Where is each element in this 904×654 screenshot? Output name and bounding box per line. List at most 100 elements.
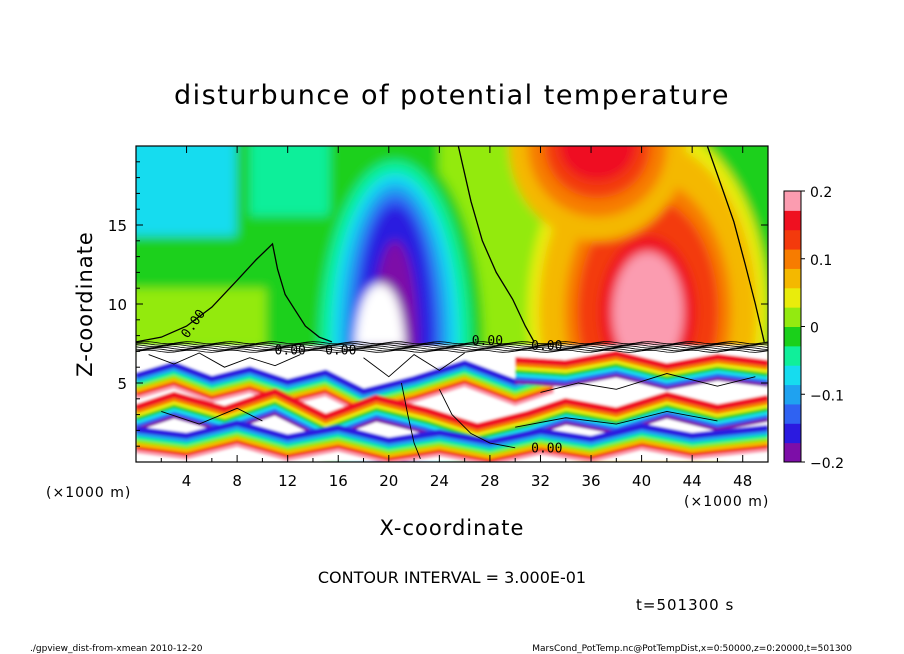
x-tick-label: 8 bbox=[232, 472, 242, 490]
upper-field bbox=[136, 146, 768, 462]
contour-label: 0.00 bbox=[325, 344, 356, 359]
turbulent-band bbox=[136, 367, 555, 402]
inversion-contour bbox=[136, 346, 768, 350]
turbulent-band bbox=[515, 367, 768, 387]
turbulent-band bbox=[136, 370, 555, 405]
x-tick-label: 40 bbox=[632, 472, 651, 490]
y-tick-label: 15 bbox=[108, 217, 127, 235]
turbulent-band bbox=[136, 388, 768, 430]
x-tick-label: 20 bbox=[379, 472, 398, 490]
turbulent-band bbox=[136, 363, 555, 399]
turbulent-band bbox=[136, 395, 768, 437]
footer-right: MarsCond_PotTemp.nc@PotTempDist,x=0:5000… bbox=[532, 644, 852, 654]
colorbar-tick-label: −0.2 bbox=[810, 456, 844, 472]
colorbar-swatch bbox=[784, 191, 801, 211]
colorbar-swatch bbox=[784, 307, 801, 327]
lower-contour bbox=[161, 407, 263, 425]
positive-top-contour bbox=[559, 146, 636, 181]
x-tick-label: 4 bbox=[182, 472, 192, 490]
colorbar-tick-label: 0.1 bbox=[810, 253, 832, 269]
colorbar-swatch bbox=[784, 229, 801, 250]
time-label: t=501300 s bbox=[636, 596, 734, 614]
contour-interval-text: CONTOUR INTERVAL = 3.000E-01 bbox=[318, 568, 586, 587]
turbulent-band bbox=[136, 437, 768, 462]
colorbar-tick-label: −0.1 bbox=[810, 388, 844, 404]
chart-title: disturbunce of potential temperature bbox=[174, 80, 730, 111]
inversion-contour bbox=[136, 348, 768, 352]
turbulent-band bbox=[515, 354, 768, 373]
turbulent-band bbox=[136, 360, 555, 395]
turbulent-band bbox=[136, 434, 768, 459]
field-topleft bbox=[136, 146, 236, 236]
field-top bbox=[249, 146, 330, 216]
y-axis-ticks: 5 10 15 bbox=[108, 161, 768, 447]
colorbar-swatch bbox=[784, 365, 801, 386]
x-axis-ticks: 4 8 12 16 20 24 28 32 36 40 44 48 bbox=[160, 146, 752, 490]
contour-label: 0.00 bbox=[531, 339, 562, 354]
turbulent-band bbox=[515, 364, 768, 384]
turbulent-band bbox=[515, 357, 768, 377]
x-axis-label: X-coordinate bbox=[380, 516, 525, 540]
plume-core bbox=[354, 283, 406, 347]
y-tick-label: 5 bbox=[117, 375, 127, 393]
x-tick-label: 12 bbox=[278, 472, 297, 490]
colorbar-swatch bbox=[784, 423, 801, 444]
x-tick-label: 36 bbox=[581, 472, 600, 490]
colorbar-tick-label: 0 bbox=[810, 321, 819, 337]
lower-contour bbox=[540, 373, 756, 393]
zero-contour-right bbox=[706, 146, 765, 343]
inversion-contour bbox=[136, 349, 768, 353]
y-axis-label: Z-coordinate bbox=[73, 231, 97, 377]
turbulent-band bbox=[136, 398, 768, 440]
x-tick-label: 48 bbox=[733, 472, 752, 490]
colorbar-tick-label: 0.2 bbox=[810, 185, 832, 201]
turbulent-band bbox=[136, 427, 768, 453]
lower-contour bbox=[363, 352, 465, 378]
positive-contour bbox=[612, 251, 684, 372]
lower-contour bbox=[148, 352, 301, 368]
y-tick-label: 10 bbox=[108, 296, 127, 314]
colorbar-swatch bbox=[784, 403, 801, 424]
turbulent-band bbox=[515, 371, 768, 391]
colorbar-swatch bbox=[784, 268, 801, 289]
inversion-contour bbox=[136, 341, 768, 345]
turbulent-band bbox=[136, 373, 555, 409]
y-unit-label: (×1000 m) bbox=[46, 485, 131, 501]
zero-contour-mid bbox=[457, 146, 535, 343]
lower-contour bbox=[400, 382, 421, 460]
turbulent-band bbox=[136, 420, 768, 446]
lower-contour bbox=[515, 410, 718, 428]
x-tick-label: 16 bbox=[329, 472, 348, 490]
lower-contour bbox=[438, 389, 516, 449]
lower-field bbox=[136, 345, 768, 462]
colorbar bbox=[784, 191, 801, 463]
x-tick-label: 44 bbox=[683, 472, 702, 490]
turbulent-band bbox=[136, 380, 555, 416]
x-tick-label: 28 bbox=[480, 472, 499, 490]
colorbar-swatch bbox=[784, 326, 801, 347]
contour-label: 0.00 bbox=[275, 344, 306, 359]
footer-left: ./gpview_dist-from-xmean 2010-12-20 bbox=[30, 644, 203, 654]
turbulent-band bbox=[136, 392, 768, 433]
inversion-contour bbox=[136, 342, 768, 346]
turbulent-band bbox=[515, 350, 768, 370]
colorbar-swatch bbox=[784, 287, 801, 308]
x-tick-label: 32 bbox=[531, 472, 550, 490]
turbulent-band bbox=[136, 430, 768, 456]
contour-label: 0.00 bbox=[472, 334, 503, 349]
colorbar-ticks: 0.2 0.1 0 −0.1 −0.2 bbox=[801, 185, 844, 472]
colorbar-swatch bbox=[784, 384, 801, 405]
colorbar-swatch bbox=[784, 210, 801, 231]
colorbar-swatch bbox=[784, 249, 801, 269]
contour-label: 0.00 bbox=[531, 442, 562, 457]
x-unit-label: (×1000 m) bbox=[684, 494, 769, 510]
x-tick-label: 24 bbox=[430, 472, 449, 490]
zero-contour-left bbox=[136, 242, 333, 343]
turbulent-band bbox=[136, 440, 768, 462]
turbulent-band bbox=[515, 361, 768, 380]
inversion-contour bbox=[136, 345, 768, 349]
turbulent-band bbox=[136, 377, 555, 412]
turbulent-band bbox=[136, 423, 768, 449]
heatmap-field: 0.000.00 0.000.00 0.000.00 bbox=[136, 146, 768, 462]
